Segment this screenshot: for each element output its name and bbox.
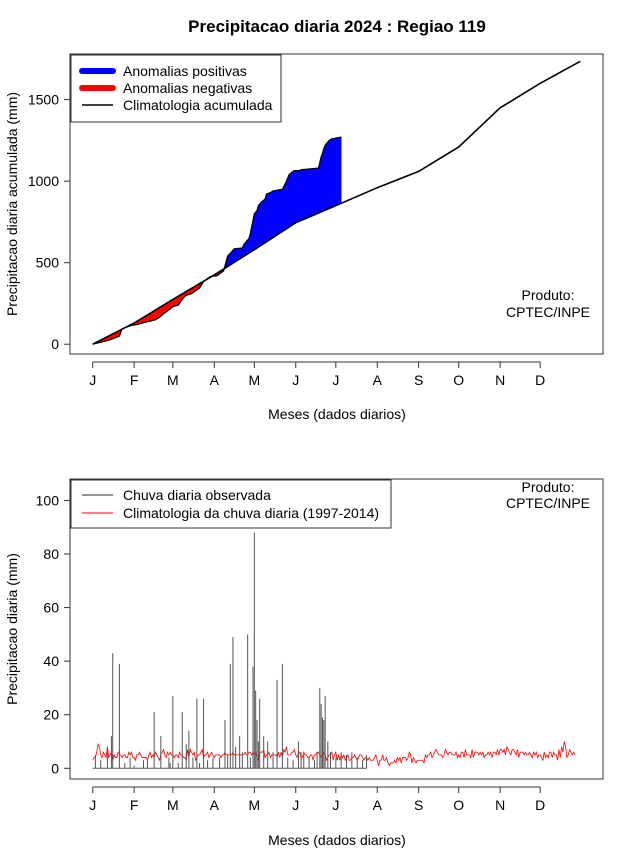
- legend-label-climatology: Climatologia da chuva diaria (1997-2014): [123, 505, 379, 521]
- credit-line-2: CPTEC/INPE: [506, 495, 590, 511]
- p1-xtick-label: J: [89, 372, 96, 388]
- anomaly-areas: [92, 136, 342, 345]
- daily-climatology-line: [92, 741, 576, 767]
- legend-label-positive: Anomalias positivas: [123, 63, 247, 79]
- p2-ytick-label: 60: [43, 600, 59, 616]
- p1-xtick-label: O: [453, 372, 464, 388]
- p2-xtick-label: J: [292, 797, 299, 813]
- p1-ytick-label: 0: [51, 336, 59, 352]
- x-axis-label: Meses (dados diarios): [268, 832, 406, 848]
- plot-frame: [69, 53, 604, 355]
- credit-line-1: Produto:: [522, 287, 575, 303]
- p1-ytick-label: 1000: [28, 173, 59, 189]
- p1-xtick-label: A: [210, 372, 220, 388]
- p2-xtick-label: J: [332, 797, 339, 813]
- p2-xtick-label: M: [249, 797, 261, 813]
- chart-title: Precipitacao diaria 2024 : Regiao 119: [188, 17, 486, 36]
- daily-panel: 0 20 40 60 80 100 J F M A M J J A S O N D Meses (dados d…: [4, 478, 604, 848]
- p2-xtick-label: F: [130, 797, 139, 813]
- p2-xtick-label: O: [453, 797, 464, 813]
- p1-xtick-label: M: [167, 372, 179, 388]
- daily-observed-bars: [92, 532, 368, 769]
- legend-label-climatology: Climatologia acumulada: [123, 97, 273, 113]
- cumulative-climatology-line: [92, 60, 581, 345]
- y-axis: 0 20 40 60 80 100: [36, 492, 70, 776]
- y-axis-label: Precipitacao diaria (mm): [4, 553, 20, 705]
- legend: Anomalias positivas Anomalias negativas …: [70, 54, 282, 123]
- p2-xtick-label: D: [535, 797, 545, 813]
- p1-ytick-label: 1500: [28, 92, 59, 108]
- p2-xtick-label: N: [495, 797, 505, 813]
- positive-anomaly-segment: [339, 136, 342, 205]
- p2-ytick-label: 40: [43, 653, 59, 669]
- p1-xtick-label: D: [535, 372, 545, 388]
- y-axis: 0 500 1000 1500: [28, 92, 70, 352]
- p2-ytick-label: 80: [43, 546, 59, 562]
- legend-label-negative: Anomalias negativas: [123, 80, 252, 96]
- p2-ytick-label: 20: [43, 707, 59, 723]
- y-axis-label: Precipitacao diaria acumulada (mm): [4, 92, 20, 316]
- p2-xtick-label: J: [89, 797, 96, 813]
- p1-xtick-label: N: [495, 372, 505, 388]
- p1-xtick-label: M: [249, 372, 261, 388]
- credit-line-1: Produto:: [522, 479, 575, 495]
- p1-xtick-label: F: [130, 372, 139, 388]
- p1-ytick-label: 500: [36, 255, 60, 271]
- p2-xtick-label: A: [210, 797, 220, 813]
- cumulative-observed-line: [92, 136, 342, 345]
- p1-xtick-label: J: [332, 372, 339, 388]
- p1-xtick-label: J: [292, 372, 299, 388]
- p2-xtick-label: S: [414, 797, 423, 813]
- p1-xtick-label: S: [414, 372, 423, 388]
- legend-box: [70, 479, 392, 529]
- p2-xtick-label: A: [373, 797, 383, 813]
- legend: Chuva diaria observada Climatologia da c…: [70, 479, 392, 529]
- p2-ytick-label: 0: [51, 760, 59, 776]
- p2-ytick-label: 100: [36, 492, 60, 508]
- plot-frame: [69, 478, 604, 780]
- p1-xtick-label: A: [373, 372, 383, 388]
- legend-label-observed: Chuva diaria observada: [123, 487, 271, 503]
- x-axis-label: Meses (dados diarios): [268, 406, 406, 422]
- cumulative-panel: 0 500 1000 1500 J F M A M J J A S O N D Meses (dados d…: [4, 53, 604, 422]
- p2-xtick-label: M: [167, 797, 179, 813]
- credit-line-2: CPTEC/INPE: [506, 304, 590, 320]
